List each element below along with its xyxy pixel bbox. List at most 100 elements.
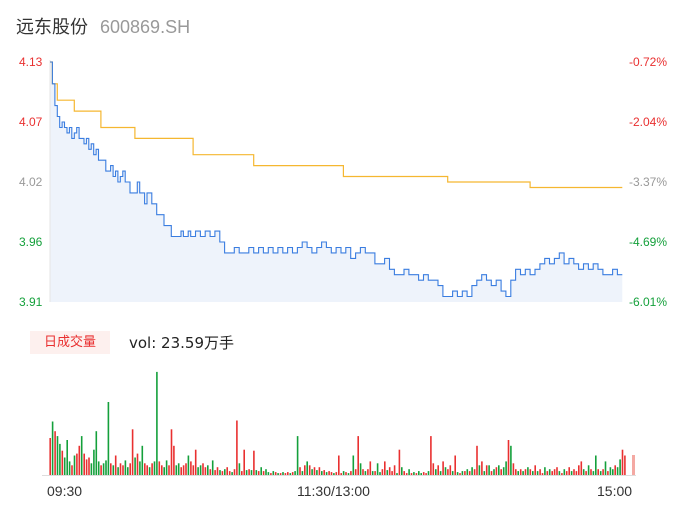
- volume-bar: [245, 470, 248, 475]
- volume-bar: [175, 465, 178, 475]
- volume-bar: [357, 436, 359, 475]
- volume-bar: [396, 473, 398, 475]
- volume-bar: [228, 471, 231, 475]
- volume-bar: [122, 465, 124, 475]
- volume-bar: [551, 471, 553, 475]
- volume-bar: [311, 469, 313, 475]
- volume-bar: [597, 469, 599, 475]
- volume-bar: [105, 460, 107, 475]
- volume-bar: [328, 471, 330, 475]
- volume-bar: [493, 469, 495, 475]
- volume-bar: [621, 449, 624, 475]
- volume-bar: [488, 465, 490, 475]
- volume-bar: [282, 472, 284, 475]
- volume-bar: [473, 469, 476, 475]
- volume-bar: [146, 465, 148, 475]
- volume-bar: [612, 469, 614, 475]
- volume-bar: [398, 449, 401, 475]
- volume-bar: [459, 473, 461, 475]
- volume-bar: [289, 473, 292, 475]
- volume-bar: [313, 467, 316, 475]
- percent-tick-label: -0.72%: [629, 55, 668, 69]
- volume-bar: [207, 465, 209, 475]
- volume-bar: [447, 469, 449, 475]
- volume-bar: [54, 431, 56, 475]
- volume-bar: [136, 453, 139, 475]
- volume-bar: [153, 461, 156, 475]
- volume-bar: [151, 463, 153, 475]
- volume-bar: [182, 465, 185, 475]
- volume-bar: [321, 471, 323, 475]
- price-tick-label: 4.02: [19, 175, 43, 189]
- volume-bar: [376, 463, 379, 475]
- volume-bar: [110, 463, 112, 475]
- volume-bar: [306, 461, 308, 475]
- volume-bar: [316, 470, 318, 475]
- volume-bar: [187, 455, 190, 475]
- volume-bar: [325, 472, 328, 475]
- volume-bar: [367, 469, 369, 475]
- volume-bar: [270, 473, 272, 475]
- volume-bar: [238, 463, 241, 475]
- volume-bar: [241, 471, 243, 475]
- volume-bar: [323, 470, 325, 475]
- volume-bar: [420, 473, 422, 475]
- volume-bar: [466, 469, 469, 475]
- volume-bar: [609, 467, 612, 475]
- volume-bar: [107, 402, 110, 475]
- volume-bar: [338, 455, 340, 475]
- volume-bar: [56, 436, 59, 475]
- volume-bar: [291, 472, 294, 475]
- volume-bar: [371, 471, 374, 475]
- volume-bar: [405, 473, 408, 475]
- volume-bar: [430, 436, 432, 475]
- volume-bar: [71, 465, 73, 475]
- volume-bar: [527, 467, 529, 475]
- stock-code: 600869.SH: [100, 17, 191, 37]
- volume-bar: [299, 467, 301, 475]
- volume-bar: [221, 471, 224, 475]
- volume-bar: [73, 455, 76, 475]
- volume-bar: [352, 455, 355, 475]
- volume-bar: [250, 470, 253, 475]
- volume-bar: [49, 438, 51, 475]
- volume-bar: [88, 457, 90, 475]
- volume-bar: [587, 465, 590, 475]
- volume-bar: [342, 471, 345, 475]
- volume-bar: [66, 440, 68, 475]
- volume-bar: [214, 470, 216, 475]
- volume-bar: [296, 436, 299, 475]
- volume-bar: [464, 471, 466, 475]
- volume-bar: [590, 469, 592, 475]
- volume-bar: [602, 469, 604, 475]
- volume-bar: [422, 472, 425, 475]
- volume-bar: [197, 467, 199, 475]
- volume-bar: [231, 472, 233, 475]
- volume-bar: [127, 467, 129, 475]
- percent-tick-label: -2.04%: [629, 115, 668, 129]
- volume-bar: [141, 445, 144, 475]
- volume-bar: [498, 465, 500, 475]
- volume-bar: [148, 467, 151, 475]
- volume-period-tag[interactable]: 日成交量: [30, 331, 110, 354]
- volume-bar: [95, 431, 98, 475]
- volume-bar: [134, 457, 136, 475]
- volume-bar: [485, 465, 488, 475]
- volume-bar: [85, 459, 88, 475]
- volume-bar: [272, 471, 275, 475]
- volume-bar: [536, 471, 539, 475]
- volume-bar: [573, 469, 575, 475]
- volume-bar: [100, 465, 102, 475]
- volume-bar: [561, 473, 563, 475]
- volume-bar: [614, 465, 616, 475]
- volume-bar: [512, 463, 515, 475]
- volume-bar: [556, 467, 558, 475]
- volume-bar: [435, 469, 437, 475]
- volume-bar-latest: [632, 455, 635, 475]
- volume-bar: [257, 471, 260, 475]
- volume-bar: [59, 443, 61, 475]
- volume-bar: [546, 471, 549, 475]
- volume-bar: [318, 467, 321, 475]
- volume-bar: [158, 461, 161, 475]
- price-line: [50, 61, 623, 298]
